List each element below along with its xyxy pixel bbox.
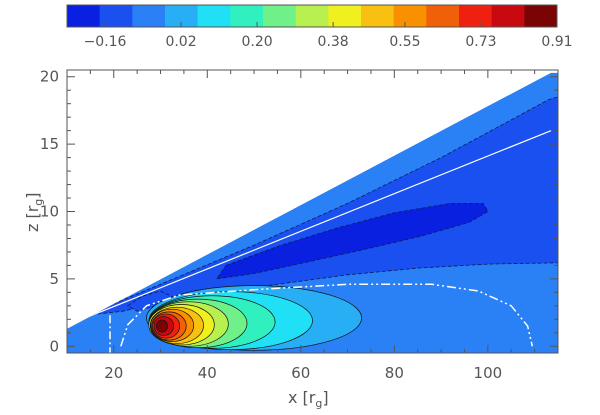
colorbar-segment [263, 5, 297, 27]
colorbar-tick-label: −0.16 [84, 34, 127, 50]
colorbar-segment [524, 5, 558, 27]
colorbar-tick-label: 0.20 [242, 34, 273, 50]
colorbar-segment [459, 5, 493, 27]
torus-contours [146, 285, 362, 351]
y-tick-label: 10 [40, 203, 59, 221]
colorbar-segment [426, 5, 460, 27]
x-tick-label: 100 [474, 364, 503, 382]
dash-dot-boundary [120, 283, 534, 347]
colorbar [66, 4, 558, 28]
level-inner-negative [215, 202, 489, 280]
colorbar-segment [361, 5, 395, 27]
y-tick-label: 20 [40, 68, 59, 86]
y-axis-title: z [rg] [23, 192, 45, 232]
colorbar-segment [165, 5, 199, 27]
colorbar-tick-label: 0.38 [318, 34, 349, 50]
x-tick-label: 60 [291, 364, 310, 382]
colorbar-segment [393, 5, 427, 27]
colorbar-segment [99, 5, 133, 27]
x-tick-label: 20 [104, 364, 123, 382]
colorbar-segment [230, 5, 264, 27]
y-tick-label: 15 [40, 135, 59, 153]
colorbar-segment [67, 5, 101, 27]
colorbar-segment [132, 5, 166, 27]
colorbar-segment [491, 5, 525, 27]
x-axis: 20 40 60 80 100 [89, 70, 536, 382]
colorbar-tick-label: 0.55 [389, 34, 420, 50]
plot-area [67, 72, 558, 353]
y-tick-label: 5 [49, 270, 59, 288]
colorbar-segment [197, 5, 231, 27]
colorbar-segment [328, 5, 362, 27]
white-diagonal-line [67, 130, 552, 326]
colorbar-tick-label: 0.91 [541, 34, 572, 50]
x-axis-title: x [rg] [288, 388, 329, 410]
colorbar-tick-labels: −0.16 0.02 0.20 0.38 0.55 0.73 0.91 [84, 22, 573, 50]
x-tick-label: 40 [198, 364, 217, 382]
torus-contour-level-12 [155, 319, 168, 333]
y-axis: 0 5 10 15 20 [40, 68, 558, 355]
colorbar-segment [295, 5, 329, 27]
colorbar-tick-label: 0.02 [165, 34, 196, 50]
y-tick-label: 0 [49, 337, 59, 355]
colorbar-frame [66, 4, 558, 28]
colorbar-tick-label: 0.73 [465, 34, 496, 50]
x-tick-label: 80 [385, 364, 404, 382]
